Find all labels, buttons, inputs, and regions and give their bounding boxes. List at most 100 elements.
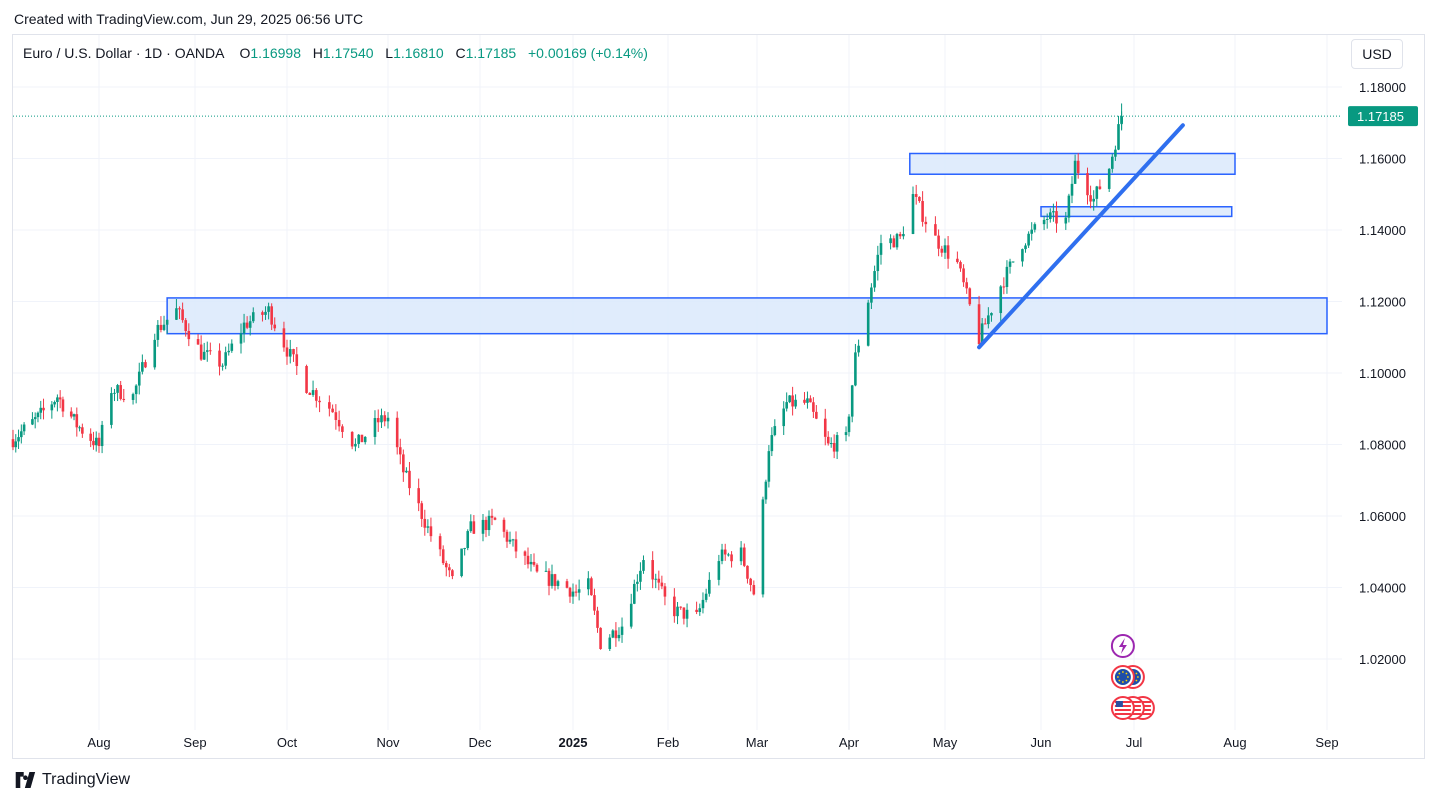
candle-body <box>251 312 255 322</box>
candle-body <box>770 435 774 452</box>
grid <box>13 35 1342 730</box>
last-price-label: 1.17185 <box>1348 106 1418 127</box>
candle-body <box>221 365 224 367</box>
candle-body <box>230 343 234 351</box>
candle-body <box>593 595 596 611</box>
candle-body <box>209 350 212 352</box>
candle-body <box>460 548 463 577</box>
price-zone <box>1040 206 1233 218</box>
candle-body <box>245 322 249 328</box>
candle-body <box>22 424 26 432</box>
candle-body <box>599 627 602 649</box>
candle-body <box>708 579 711 594</box>
candle-body <box>914 194 918 197</box>
candle-body <box>657 578 661 583</box>
tradingview-logo-icon <box>15 772 36 788</box>
candle-body <box>493 517 497 520</box>
overlays <box>13 115 1342 720</box>
candle-body <box>466 531 470 549</box>
candle-body <box>97 437 101 447</box>
candle-body <box>383 415 387 422</box>
candle-body <box>632 583 636 604</box>
candle-body <box>547 570 551 586</box>
candle-body <box>116 385 119 393</box>
candle-body <box>990 313 993 316</box>
candle-body <box>902 233 905 237</box>
candle-body <box>785 402 788 409</box>
candle-body <box>608 637 612 649</box>
candle-body <box>544 570 548 572</box>
candle-body <box>308 392 312 395</box>
candle-body <box>295 354 299 367</box>
candle-body <box>144 362 147 368</box>
candle-body <box>850 385 854 417</box>
candle-body <box>1030 229 1034 234</box>
candle-body <box>918 196 921 201</box>
candle-body <box>511 539 515 541</box>
candle-body <box>1008 261 1012 267</box>
candle-body <box>682 607 686 619</box>
candle-body <box>153 339 157 368</box>
candle-body <box>481 519 485 534</box>
candle-body <box>110 393 113 425</box>
candle-body <box>451 570 454 577</box>
candle-body <box>417 488 420 504</box>
candle-body <box>1021 249 1024 262</box>
candle-body <box>614 630 618 639</box>
candle-body <box>156 324 160 340</box>
candle-body <box>363 436 367 443</box>
candle-body <box>159 324 163 330</box>
candle-body <box>676 606 679 617</box>
candle-body <box>663 586 667 597</box>
candle-body <box>898 234 902 237</box>
candle-body <box>218 350 221 367</box>
candle-body <box>1064 217 1068 224</box>
y-tick-label: 1.04000 <box>1359 581 1406 596</box>
candle-body <box>331 408 334 413</box>
candle-body <box>264 311 267 315</box>
axes: 1.18000 1.16000 1.14000 1.12000 1.10000 1.080… <box>87 80 1418 750</box>
candle-body <box>794 399 797 407</box>
candle-body <box>282 328 286 348</box>
us-flag-icon <box>1110 696 1135 720</box>
x-tick-label: Jun <box>1031 735 1052 750</box>
low-label: L <box>385 45 394 61</box>
candle-body <box>72 414 76 417</box>
candle-body <box>685 609 689 619</box>
candle-body <box>782 408 786 427</box>
tradingview-logo[interactable]: TradingView <box>14 771 130 789</box>
candle-body <box>373 418 377 437</box>
candle-body <box>1005 266 1009 287</box>
candle-body <box>376 418 380 423</box>
candle-body <box>1024 245 1027 250</box>
candle-body <box>92 440 95 446</box>
candle-body <box>334 412 338 420</box>
candle-body <box>113 392 116 394</box>
candle-body <box>1111 156 1114 169</box>
candle-body <box>502 519 506 532</box>
candle-body <box>490 515 494 518</box>
candle-body <box>803 399 806 403</box>
chart-frame[interactable] <box>12 34 1425 759</box>
y-tick-label: 1.16000 <box>1359 152 1406 167</box>
candle-body <box>248 321 252 328</box>
candle-body <box>980 323 984 345</box>
candle-body <box>921 200 924 222</box>
symbol-title[interactable]: Euro / U.S. Dollar · 1D · OANDA <box>23 45 224 61</box>
candle-body <box>273 324 277 329</box>
candle-body <box>847 416 851 433</box>
candle-body <box>911 194 915 234</box>
candle-body <box>199 344 203 360</box>
candle-body <box>134 385 138 395</box>
candle-body <box>405 470 408 473</box>
candle-body <box>749 578 752 586</box>
price-zone <box>166 297 1328 335</box>
candle-body <box>122 398 126 400</box>
candle-body <box>305 366 308 393</box>
candle-body <box>698 608 702 613</box>
candle-body <box>402 454 405 473</box>
zones <box>166 152 1328 335</box>
currency-button[interactable]: USD <box>1351 39 1403 69</box>
high-label: H <box>312 45 323 61</box>
